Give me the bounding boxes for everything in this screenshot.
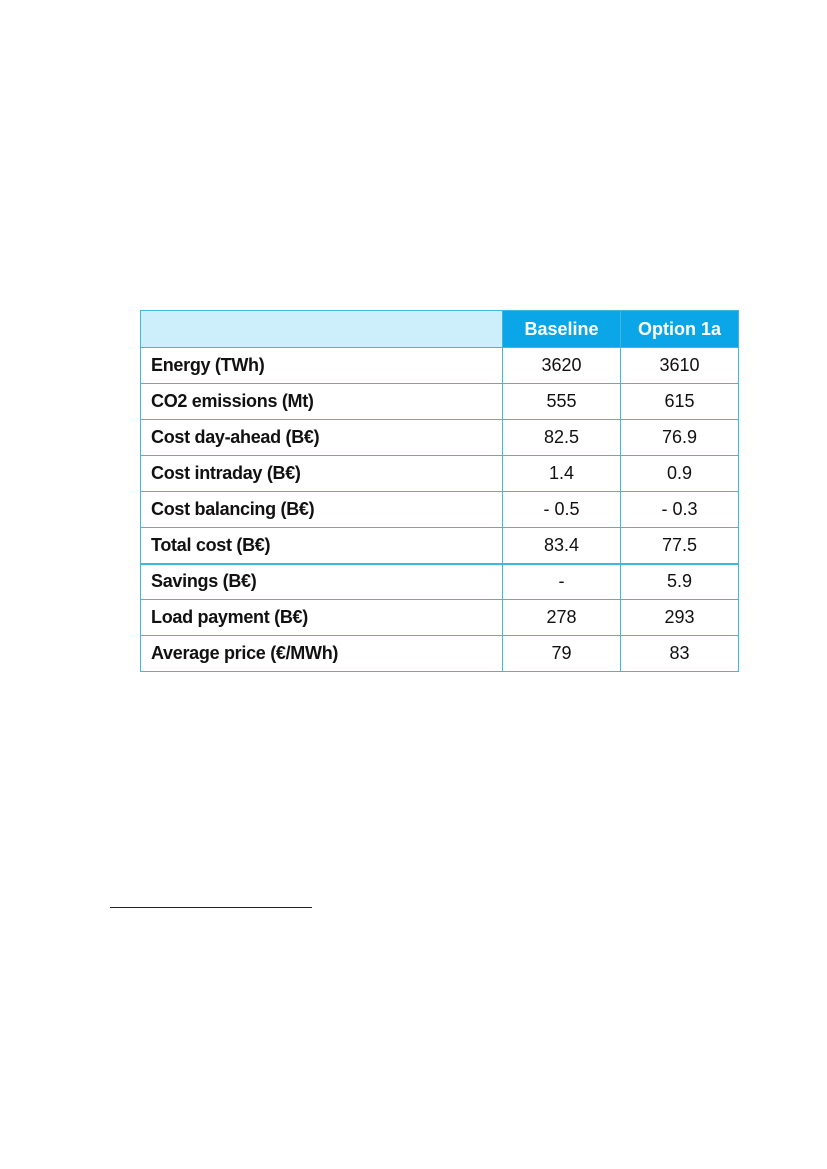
baseline-value: 83.4: [502, 527, 621, 565]
option-1a-value: 83: [620, 635, 739, 672]
table-row: Cost balancing (B€) - 0.5 - 0.3: [140, 491, 739, 528]
option-1a-value: 77.5: [620, 527, 739, 565]
table-row: Cost day-ahead (B€) 82.5 76.9: [140, 419, 739, 456]
table-row: Energy (TWh) 3620 3610: [140, 347, 739, 384]
baseline-value: -: [502, 563, 621, 600]
option-1a-value: 615: [620, 383, 739, 420]
table-row: Load payment (B€) 278 293: [140, 599, 739, 636]
header-option-1a: Option 1a: [620, 310, 739, 348]
row-label: Savings (B€): [140, 563, 503, 600]
row-label: Cost day-ahead (B€): [140, 419, 503, 456]
baseline-value: - 0.5: [502, 491, 621, 528]
baseline-value: 82.5: [502, 419, 621, 456]
baseline-value: 1.4: [502, 455, 621, 492]
table-row-total: Total cost (B€) 83.4 77.5: [140, 527, 739, 565]
footnote-separator: [110, 907, 312, 908]
header-blank-cell: [140, 310, 503, 348]
baseline-value: 555: [502, 383, 621, 420]
row-label: Average price (€/MWh): [140, 635, 503, 672]
row-label: Load payment (B€): [140, 599, 503, 636]
row-label: CO2 emissions (Mt): [140, 383, 503, 420]
results-table: Baseline Option 1a Energy (TWh) 3620 361…: [140, 310, 739, 672]
option-1a-value: 293: [620, 599, 739, 636]
baseline-value: 79: [502, 635, 621, 672]
baseline-value: 3620: [502, 347, 621, 384]
table-row: Cost intraday (B€) 1.4 0.9: [140, 455, 739, 492]
option-1a-value: 5.9: [620, 563, 739, 600]
table-header-row: Baseline Option 1a: [140, 310, 739, 348]
row-label: Cost balancing (B€): [140, 491, 503, 528]
option-1a-value: 76.9: [620, 419, 739, 456]
baseline-value: 278: [502, 599, 621, 636]
option-1a-value: 3610: [620, 347, 739, 384]
table-row: Savings (B€) - 5.9: [140, 563, 739, 600]
row-label: Cost intraday (B€): [140, 455, 503, 492]
row-label: Energy (TWh): [140, 347, 503, 384]
header-baseline: Baseline: [502, 310, 621, 348]
row-label: Total cost (B€): [140, 527, 503, 565]
option-1a-value: - 0.3: [620, 491, 739, 528]
table-row: CO2 emissions (Mt) 555 615: [140, 383, 739, 420]
table-row: Average price (€/MWh) 79 83: [140, 635, 739, 672]
option-1a-value: 0.9: [620, 455, 739, 492]
